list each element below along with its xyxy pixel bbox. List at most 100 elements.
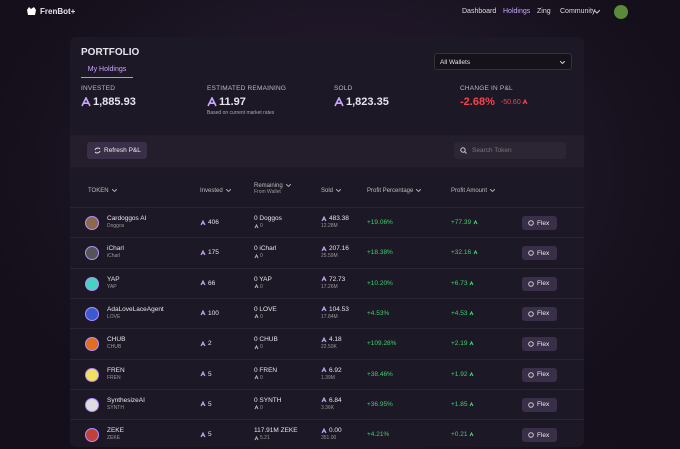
column-header[interactable]: Profit Percentage: [367, 188, 422, 194]
nav-link[interactable]: Zing: [537, 8, 551, 15]
sold-subtext: 25.59M: [321, 253, 338, 260]
wallet-select[interactable]: All Wallets: [434, 53, 572, 70]
stat-number: 1,885.93: [93, 96, 136, 108]
flex-button[interactable]: Flex: [522, 216, 557, 230]
column-header[interactable]: Sold: [321, 188, 342, 194]
token-subtext: CHUB: [107, 344, 122, 351]
currency-icon: [200, 249, 206, 256]
token-sub: SYNTH: [107, 405, 124, 411]
currency-icon: [200, 310, 206, 316]
currency-icon: [200, 340, 206, 346]
refresh-button[interactable]: Refresh P&L: [87, 142, 147, 159]
sold-text: 207.16: [329, 245, 349, 253]
token-sub: iCharl: [107, 253, 120, 259]
remaining-sub: 0: [254, 223, 263, 229]
sold-main: 6.84: [321, 397, 342, 404]
token-main: YAP: [107, 276, 120, 283]
stat-amount: -50.60: [501, 99, 528, 106]
currency-icon: [254, 253, 259, 259]
flex-button[interactable]: Flex: [522, 428, 557, 443]
column-header[interactable]: TOKEN: [88, 188, 117, 194]
remaining-sub: 0: [254, 405, 263, 411]
toolbar: Refresh P&L Search Token: [70, 135, 584, 167]
column-header[interactable]: Remaining From Wallet: [254, 183, 292, 195]
remaining-subtext: 0: [260, 404, 263, 411]
sold-main: 483.38: [321, 215, 349, 222]
nav-link[interactable]: Dashboard: [462, 8, 497, 15]
sold-subtext: 1.39M: [321, 374, 335, 381]
flex-button[interactable]: Flex: [522, 276, 557, 291]
profit-percentage: +4.53%: [367, 309, 390, 317]
profit-percentage: +38.46%: [367, 370, 393, 378]
token-sub: FREN: [107, 375, 121, 381]
token-sub: ZEKE: [107, 435, 120, 441]
profit-amount-text: +77.39: [451, 219, 472, 226]
tab[interactable]: My Holdings: [81, 63, 133, 78]
column-subheader: From Wallet: [254, 189, 281, 195]
sold-text: 0.00: [329, 427, 342, 435]
remaining: 0 iCharl 0: [254, 245, 276, 259]
flex-icon: [528, 432, 534, 438]
token-icon: [85, 337, 99, 352]
sold-subtext: 17.26M: [321, 283, 338, 290]
currency-icon: [321, 336, 327, 342]
remaining: 0 CHUB 0: [254, 336, 278, 350]
currency-icon: [254, 344, 259, 349]
flex-icon: [528, 311, 534, 317]
flex-button[interactable]: Flex: [522, 397, 557, 412]
nav-link[interactable]: Community: [560, 8, 596, 15]
table-row: YAP YAP 66 0 YAP 0 72.73 17.26M +10.20% +6.73 Fle…: [70, 267, 584, 298]
table-row: iCharl iCharl 175 0 iCharl 0 207.16 25.59M +18.…: [70, 237, 584, 267]
remaining: 0 YAP 0: [254, 276, 272, 290]
table-header: TOKEN Invested Remaining From Wallet Sold Pro…: [70, 181, 584, 207]
search-input[interactable]: Search Token: [454, 142, 566, 159]
stat-number: 1,823.35: [346, 96, 389, 108]
stat-label: SOLD: [334, 85, 353, 92]
remaining-sub: 0: [254, 253, 263, 259]
flex-button[interactable]: Flex: [522, 246, 557, 261]
remaining-main: 0 SYNTH: [254, 397, 281, 404]
sold-text: 6.92: [329, 366, 342, 374]
remaining: 0 SYNTH 0: [254, 397, 281, 411]
flex-button[interactable]: Flex: [522, 306, 557, 321]
token-sub: YAP: [107, 284, 117, 290]
navbar: FrenBot+ Dashboard Holdings Zing Communi…: [0, 0, 680, 24]
sold: 483.38 12.28M: [321, 215, 349, 229]
stat-label: CHANGE IN P&L: [460, 85, 513, 92]
profit-amount-text: +0.21: [451, 431, 468, 439]
column-header[interactable]: Invested: [200, 188, 232, 194]
token-subtext: Doggos: [107, 223, 125, 229]
token: CHUB CHUB: [107, 336, 125, 350]
currency-icon: [81, 97, 91, 107]
nav-link[interactable]: Holdings: [503, 8, 531, 15]
remaining-text: 0 LOVE: [254, 305, 277, 313]
column-header-text: Profit Percentage: [367, 188, 414, 194]
remaining: 117.91M ZEKE 5.21: [254, 427, 298, 441]
currency-icon: [207, 97, 217, 107]
profit-amount: +32.16: [451, 249, 478, 256]
remaining-text: 0 FREN: [254, 366, 278, 374]
flex-label: Flex: [537, 249, 550, 257]
flex-button[interactable]: Flex: [522, 337, 557, 352]
stat-label: ESTIMATED REMAINING: [207, 85, 287, 92]
remaining-text: 0 iCharl: [254, 245, 277, 253]
profit-amount: +4.53: [451, 310, 474, 317]
flex-icon: [528, 250, 534, 257]
sold-main: 6.92: [321, 367, 342, 374]
table-row: SynthesizeAI SYNTH 5 0 SYNTH 0 6.84 3.36K +36.9…: [70, 388, 584, 419]
token-subtext: iCharl: [107, 253, 121, 260]
profit-amount: +1.85: [451, 401, 474, 408]
remaining-sub: 5.21: [254, 435, 270, 441]
token-sub: LOVE: [107, 314, 120, 320]
remaining-text: 0 CHUB: [254, 336, 278, 344]
currency-icon: [200, 219, 206, 225]
profit-amount: +0.21: [451, 431, 474, 438]
flex-button[interactable]: Flex: [522, 367, 557, 382]
sold-subtext: 3.36K: [321, 404, 335, 411]
sold-sub: 22.50K: [321, 344, 337, 350]
token-text: CHUB: [107, 336, 126, 344]
remaining-subtext: 0: [260, 313, 263, 320]
token-subtext: FREN: [107, 374, 121, 381]
column-header[interactable]: Profit Amount: [451, 188, 496, 194]
avatar[interactable]: [614, 5, 628, 19]
